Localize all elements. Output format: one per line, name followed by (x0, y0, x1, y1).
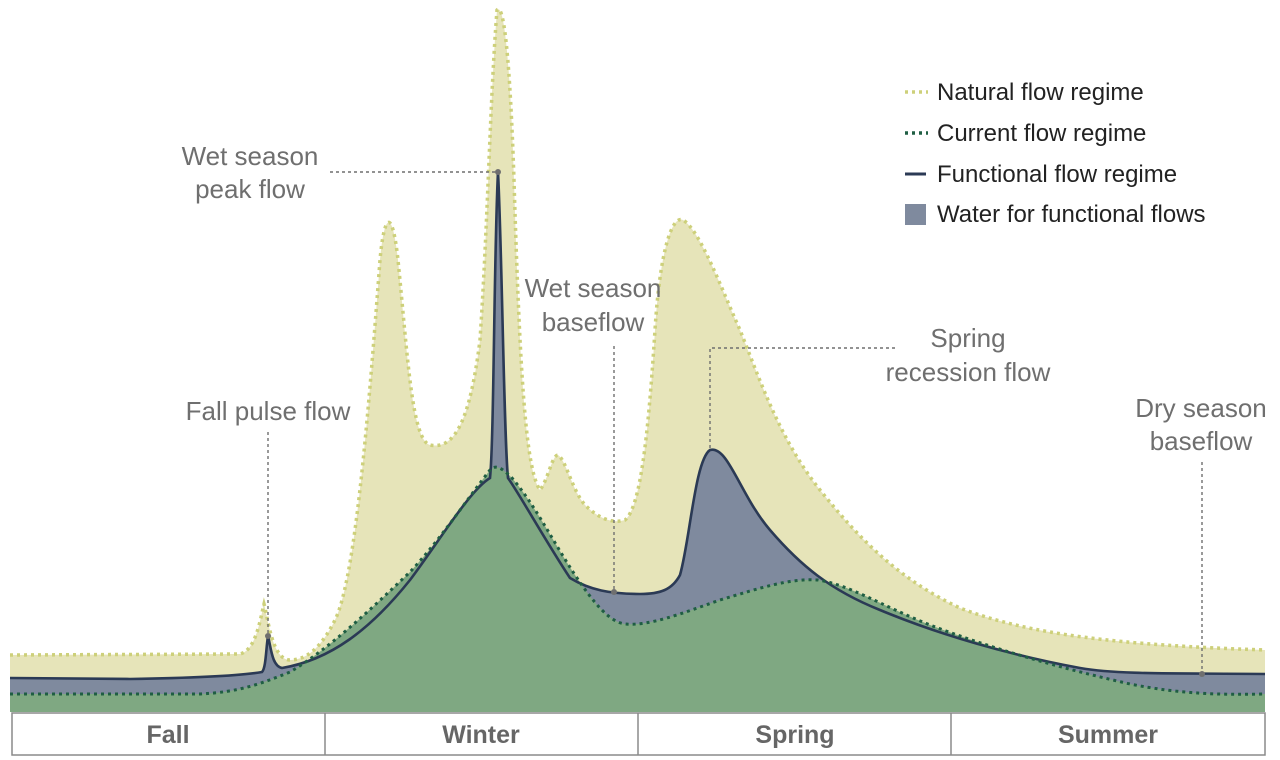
legend-label-functional: Functional flow regime (937, 161, 1177, 188)
fall-pulse-marker (265, 633, 271, 639)
wet-peak-marker (495, 169, 501, 175)
fall-pulse-label: Fall pulse flow (186, 396, 351, 426)
dry-base-label-line2: baseflow (1150, 426, 1253, 456)
natural-flow-line (9, 7, 1266, 662)
legend-item-functional: Functional flow regime (905, 161, 1177, 188)
wet-base-marker (611, 589, 617, 595)
legend: Natural flow regime Current flow regime … (905, 79, 1206, 228)
legend-label-water: Water for functional flows (937, 201, 1206, 228)
wet-peak-label-line2: peak flow (195, 174, 305, 204)
dry-base-marker (1199, 671, 1205, 677)
natural-flow-area (10, 9, 1265, 712)
season-label-winter: Winter (442, 721, 520, 749)
season-bar: Fall Winter Spring Summer (11, 712, 1266, 756)
current-flow-line (10, 465, 1266, 696)
functional-flow-area (10, 172, 1265, 712)
dry-base-label-line1: Dry season (1135, 393, 1267, 423)
wet-base-label-line1: Wet season (525, 273, 662, 303)
wet-peak-label-line1: Wet season (182, 141, 319, 171)
legend-label-current: Current flow regime (937, 120, 1146, 147)
current-flow-area (10, 467, 1265, 712)
functional-flow-line (9, 171, 1266, 681)
legend-label-natural: Natural flow regime (937, 79, 1144, 106)
legend-item-natural: Natural flow regime (905, 79, 1144, 106)
legend-item-water: Water for functional flows (905, 201, 1206, 228)
spring-recession-label-line2: recession flow (886, 357, 1051, 387)
spring-recession-label-line1: Spring (930, 323, 1005, 353)
spring-recession-leader (709, 347, 895, 450)
water-legend-swatch (905, 204, 926, 225)
season-label-summer: Summer (1058, 721, 1158, 749)
annotation-leaders (265, 169, 1205, 677)
wet-base-label-line2: baseflow (542, 307, 645, 337)
season-label-spring: Spring (755, 721, 834, 749)
legend-item-current: Current flow regime (905, 120, 1146, 147)
season-label-fall: Fall (146, 721, 189, 749)
